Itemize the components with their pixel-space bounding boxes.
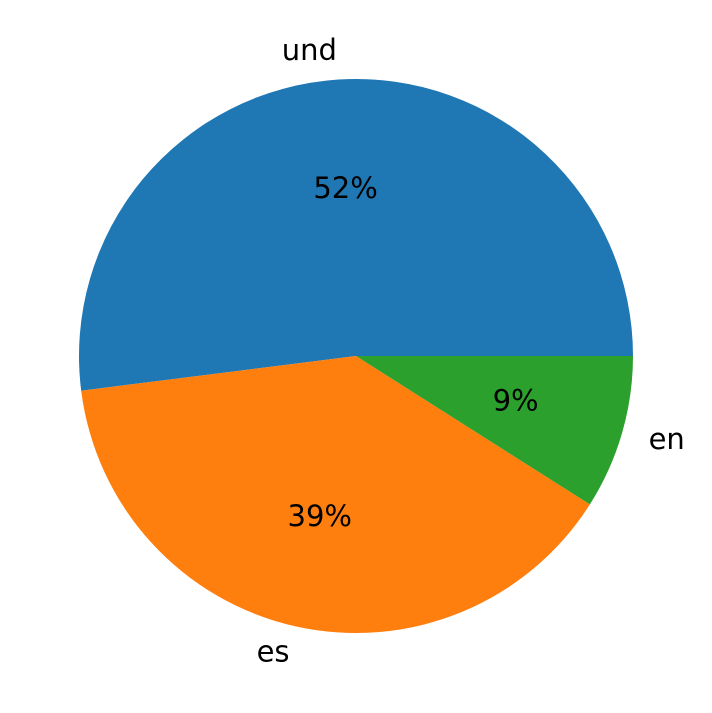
slice-label: und	[282, 33, 337, 67]
slice-label: es	[257, 634, 290, 668]
slice-label: en	[649, 422, 685, 456]
pie-slice	[356, 356, 633, 505]
percent-label: 9%	[493, 383, 539, 417]
percent-label: 52%	[313, 171, 377, 205]
percent-label: 39%	[288, 499, 352, 533]
pie-slice	[78, 78, 633, 391]
pie-slice	[81, 356, 590, 633]
